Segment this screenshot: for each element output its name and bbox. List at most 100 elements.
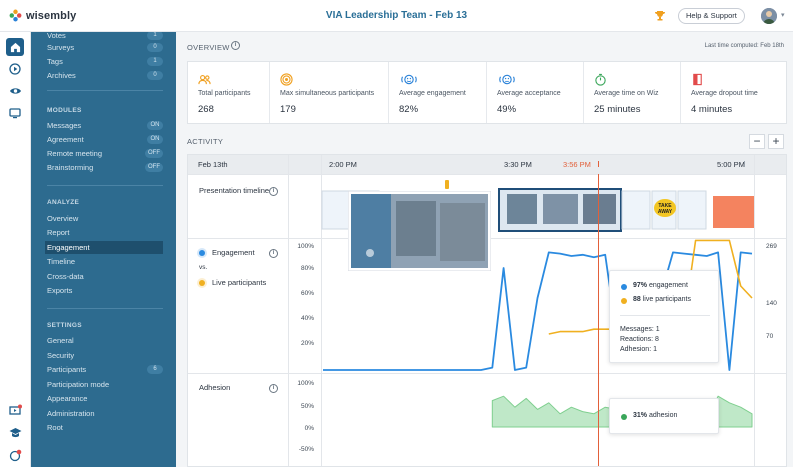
play-icon[interactable] <box>6 60 24 78</box>
sidebar-item-messages[interactable]: Messages ON <box>47 119 163 132</box>
slide-thumbnail[interactable] <box>677 190 707 230</box>
tooltip-text: live participants <box>642 296 691 303</box>
screen-icon[interactable] <box>6 104 24 122</box>
sidebar-item-label: Messages <box>47 121 82 130</box>
live-axis-label: 140 <box>766 300 777 307</box>
brand-name: wisembly <box>26 9 77 22</box>
sidebar-item-label: Tags <box>47 57 63 66</box>
toggle-badge[interactable]: ON <box>147 121 163 130</box>
time-label: 3:30 PM <box>504 160 532 169</box>
sidebar-item-security[interactable]: Security <box>47 351 75 360</box>
logo[interactable]: wisembly <box>9 9 76 22</box>
presentation-timeline: TAKE AWAY <box>321 180 754 232</box>
acceptance-icon <box>499 74 515 85</box>
y-axis-label: 50% <box>300 403 314 410</box>
sidebar-item-archives[interactable]: Archives 0 <box>47 69 163 82</box>
sidebar-item-general[interactable]: General <box>47 336 74 345</box>
divider <box>47 308 163 309</box>
page-title: VIA Leadership Team - Feb 13 <box>325 10 468 21</box>
engagement-legend-dot <box>199 250 205 256</box>
time-label: 2:00 PM <box>329 160 357 169</box>
date-label: Feb 13th <box>198 160 228 169</box>
count-badge: 0 <box>147 71 163 80</box>
tooltip-value: 88 <box>633 296 641 303</box>
icon-rail <box>0 32 31 467</box>
zoom-in-button[interactable]: + <box>768 134 784 149</box>
participants-icon <box>198 75 211 85</box>
tooltip-value: 97% <box>633 282 648 289</box>
sidebar-item-root[interactable]: Root <box>47 423 63 432</box>
sidebar-item-agreement[interactable]: Agreement ON <box>47 133 163 146</box>
slide-thumbnail[interactable] <box>321 190 351 230</box>
sidebar-item-votes[interactable]: Votes 1 <box>47 32 163 42</box>
kpi-average-time: Average time on Wiz 25 minutes <box>584 62 681 123</box>
sidebar-item-brainstorming[interactable]: Brainstorming OFF <box>47 161 163 174</box>
sidebar-item-cross-data[interactable]: Cross-data <box>47 272 84 281</box>
graduation-cap-icon[interactable] <box>6 424 24 442</box>
y-axis-label: 20% <box>300 340 314 347</box>
sidebar-item-administration[interactable]: Administration <box>47 409 95 418</box>
take-away-badge <box>654 199 676 217</box>
sidebar-item-overview[interactable]: Overview <box>47 214 79 223</box>
avatar[interactable] <box>761 8 777 24</box>
sidebar-item-appearance[interactable]: Appearance <box>47 394 88 403</box>
tooltip-live: 88 live participants <box>633 296 691 303</box>
column-divider <box>288 155 289 466</box>
toggle-badge[interactable]: OFF <box>145 163 163 172</box>
presentation-timeline-label: Presentation timeline <box>199 186 270 195</box>
tooltip-engagement: 97% engagement <box>633 282 688 289</box>
kpi-max-simultaneous: Max simultaneous participants 179 <box>270 62 389 123</box>
sidebar-item-tags[interactable]: Tags 1 <box>47 55 163 68</box>
slide-text: AWAY <box>658 209 673 215</box>
home-icon[interactable] <box>6 38 24 56</box>
y-axis-label: 100% <box>297 380 314 387</box>
slide-photo <box>543 194 578 224</box>
sidebar-item-remote-meeting[interactable]: Remote meeting OFF <box>47 147 163 160</box>
toggle-badge[interactable]: ON <box>147 135 163 144</box>
slide-preview[interactable] <box>348 191 491 271</box>
divider <box>47 90 163 91</box>
count-badge: 0 <box>147 43 163 52</box>
main-content: OVERVIEW i Last time computed: Feb 18th … <box>176 32 793 467</box>
info-icon[interactable]: i <box>269 384 278 393</box>
toggle-badge[interactable]: OFF <box>145 149 163 158</box>
versus-label: vs. <box>199 264 208 271</box>
section-title-settings: SETTINGS <box>47 322 82 329</box>
divider <box>620 315 710 316</box>
info-icon[interactable]: i <box>269 187 278 196</box>
live-legend-dot <box>199 280 205 286</box>
info-icon[interactable]: i <box>231 41 240 50</box>
notification-icon[interactable] <box>6 446 24 464</box>
marker <box>445 180 449 189</box>
help-support-button[interactable]: Help & Support <box>678 8 745 24</box>
sidebar-item-engagement[interactable]: Engagement <box>45 241 163 254</box>
trophy-icon[interactable] <box>654 10 666 22</box>
kpi-value: 49% <box>497 104 517 115</box>
info-icon[interactable]: i <box>269 249 278 258</box>
eye-icon[interactable] <box>6 82 24 100</box>
time-header <box>188 155 786 174</box>
slide-thumbnail-stack[interactable] <box>713 196 754 228</box>
kpi-total-participants: Total participants 268 <box>188 62 270 123</box>
sidebar-item-report[interactable]: Report <box>47 228 70 237</box>
present-icon[interactable] <box>6 401 24 419</box>
section-title-modules: MODULES <box>47 107 82 114</box>
tooltip-adhesion-value: 31% adhesion <box>633 412 677 419</box>
tooltip-adhesion: Adhesion: 1 <box>620 346 657 353</box>
last-computed-text: Last time computed: Feb 18th <box>704 43 784 49</box>
sidebar-item-exports[interactable]: Exports <box>47 286 73 295</box>
count-badge: 6 <box>147 365 163 374</box>
sidebar-item-label: Participants <box>47 365 87 374</box>
slide-thumbnail[interactable] <box>621 190 651 230</box>
sidebar-item-surveys[interactable]: Surveys 0 <box>47 41 163 54</box>
section-title-analyze: ANALYZE <box>47 199 80 206</box>
kpi-panel: Total participants 268 Max simultaneous … <box>187 61 787 124</box>
wisembly-logo-icon <box>9 9 22 22</box>
sidebar-item-label: Agreement <box>47 135 84 144</box>
sidebar-item-participants[interactable]: Participants 6 <box>47 363 163 376</box>
sidebar-item-participation-mode[interactable]: Participation mode <box>47 380 110 389</box>
chevron-down-icon[interactable]: ▾ <box>781 12 785 19</box>
column-divider <box>754 155 755 466</box>
zoom-out-button[interactable]: − <box>749 134 765 149</box>
sidebar-item-timeline[interactable]: Timeline <box>47 257 76 266</box>
